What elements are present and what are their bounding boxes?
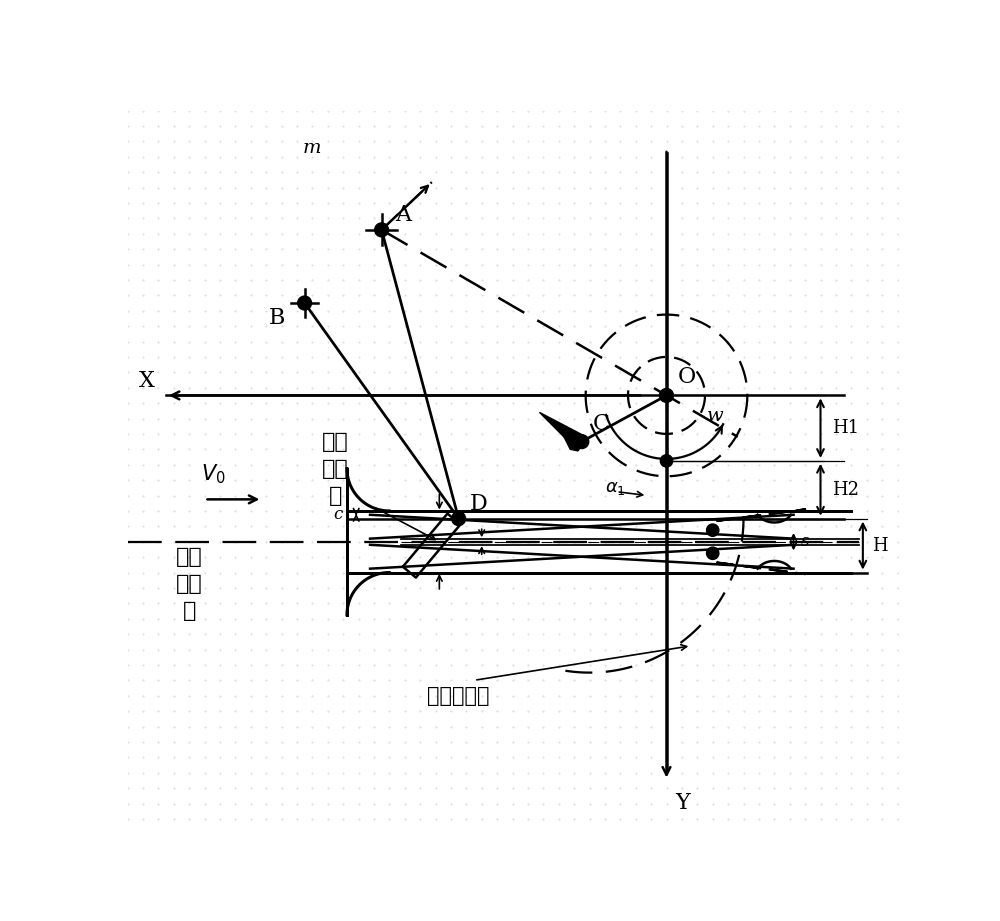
Text: H1: H1 [832, 419, 859, 437]
Text: 迹: 迹 [329, 485, 342, 506]
Circle shape [575, 435, 589, 449]
Text: 下剪刀轨迹: 下剪刀轨迹 [427, 686, 490, 705]
Text: m: m [303, 139, 322, 157]
Polygon shape [559, 426, 578, 451]
Text: w: w [707, 407, 723, 425]
Text: D: D [469, 493, 487, 515]
Text: $V_0$: $V_0$ [201, 462, 225, 485]
Text: 线: 线 [182, 601, 196, 621]
Text: 中心: 中心 [176, 574, 202, 594]
Text: Y: Y [676, 792, 690, 814]
Text: $\alpha_1$: $\alpha_1$ [605, 479, 626, 496]
Text: H: H [872, 537, 888, 554]
Text: c: c [333, 507, 342, 523]
Circle shape [707, 524, 719, 536]
Circle shape [660, 455, 673, 467]
Text: H2: H2 [832, 481, 859, 499]
Circle shape [452, 512, 466, 526]
Polygon shape [539, 413, 588, 451]
Text: B: B [269, 307, 285, 329]
Circle shape [660, 389, 673, 402]
Text: 轧制: 轧制 [176, 547, 202, 567]
Text: A: A [395, 204, 411, 226]
Circle shape [298, 296, 312, 310]
Text: O: O [677, 366, 696, 388]
Text: s: s [801, 533, 810, 550]
Text: 上剪: 上剪 [322, 432, 349, 451]
Text: C: C [593, 414, 610, 436]
Text: X: X [139, 369, 154, 391]
Circle shape [707, 547, 719, 559]
Text: 刀轨: 刀轨 [322, 459, 349, 479]
Circle shape [375, 223, 389, 237]
